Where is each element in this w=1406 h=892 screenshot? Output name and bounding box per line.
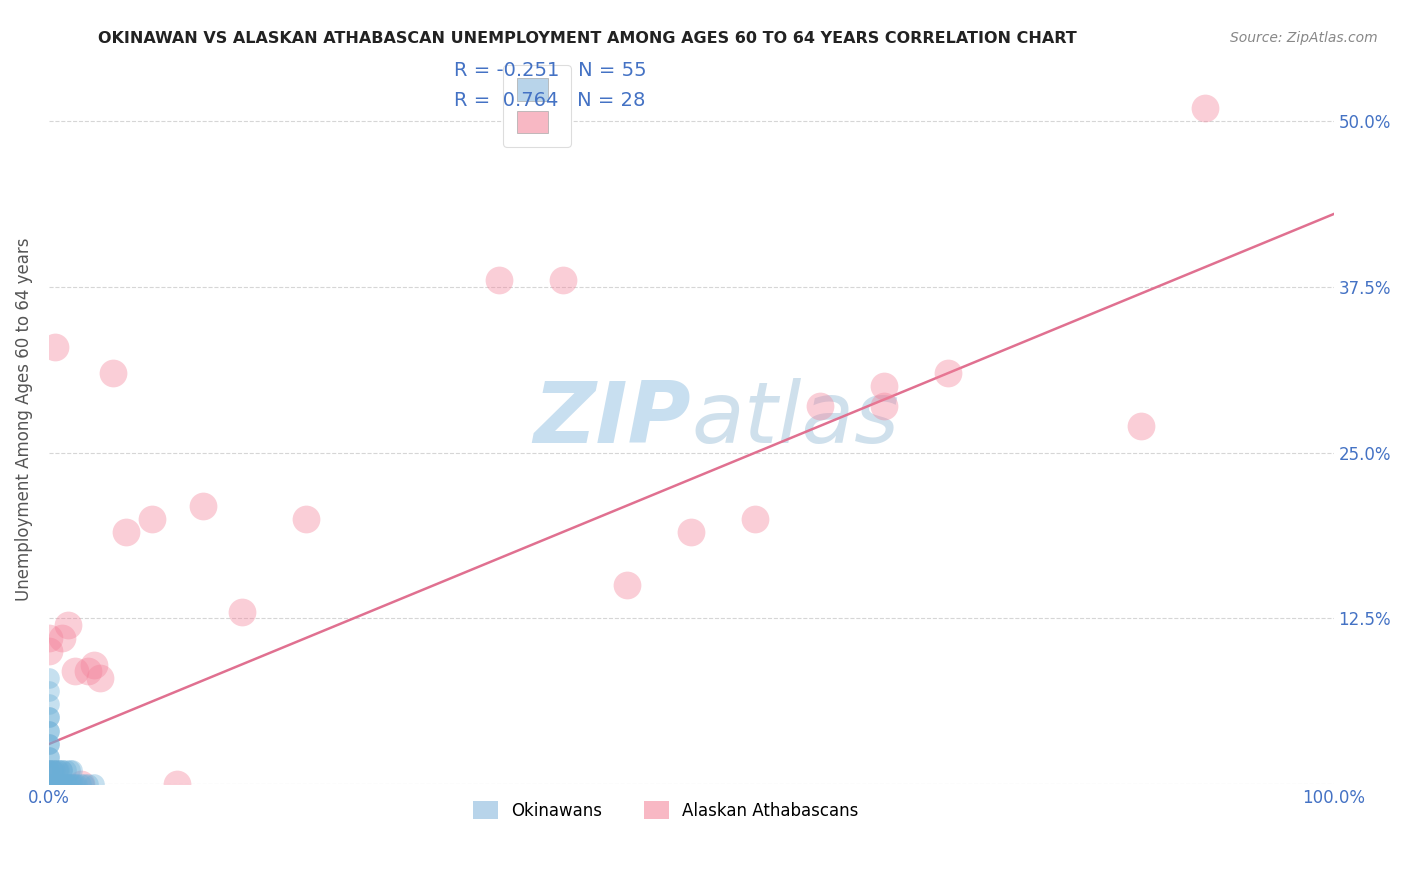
Point bbox=[551, 273, 574, 287]
Point bbox=[38, 631, 60, 645]
Point bbox=[38, 723, 60, 738]
Point bbox=[48, 777, 70, 791]
Point bbox=[76, 777, 98, 791]
Point bbox=[191, 499, 214, 513]
Point bbox=[48, 764, 70, 778]
Point bbox=[38, 777, 60, 791]
Point bbox=[51, 764, 73, 778]
Point bbox=[62, 777, 84, 791]
Legend: Okinawans, Alaskan Athabascans: Okinawans, Alaskan Athabascans bbox=[465, 795, 865, 826]
Point bbox=[38, 764, 60, 778]
Point bbox=[873, 399, 896, 413]
Point bbox=[38, 723, 60, 738]
Point bbox=[55, 764, 77, 778]
Text: Source: ZipAtlas.com: Source: ZipAtlas.com bbox=[1230, 31, 1378, 45]
Point bbox=[38, 764, 60, 778]
Point bbox=[42, 777, 65, 791]
Point bbox=[63, 777, 86, 791]
Point bbox=[166, 777, 188, 791]
Point bbox=[231, 605, 253, 619]
Point bbox=[38, 777, 60, 791]
Point bbox=[115, 524, 138, 539]
Point bbox=[38, 698, 60, 712]
Point bbox=[103, 366, 125, 380]
Point bbox=[488, 273, 510, 287]
Point bbox=[51, 631, 73, 645]
Point bbox=[44, 777, 66, 791]
Point bbox=[42, 777, 65, 791]
Point bbox=[83, 777, 105, 791]
Point bbox=[58, 777, 80, 791]
Point bbox=[295, 512, 318, 526]
Point bbox=[46, 764, 69, 778]
Point bbox=[63, 664, 86, 678]
Point bbox=[616, 578, 638, 592]
Point bbox=[38, 750, 60, 764]
Point bbox=[42, 777, 65, 791]
Point bbox=[38, 710, 60, 724]
Point bbox=[38, 777, 60, 791]
Point bbox=[38, 777, 60, 791]
Text: ZIP: ZIP bbox=[534, 378, 692, 461]
Point bbox=[53, 777, 76, 791]
Text: R =  0.764   N = 28: R = 0.764 N = 28 bbox=[454, 91, 645, 110]
Point bbox=[51, 764, 73, 778]
Point bbox=[58, 617, 80, 632]
Text: R = -0.251   N = 55: R = -0.251 N = 55 bbox=[454, 61, 647, 79]
Point bbox=[38, 777, 60, 791]
Point bbox=[38, 671, 60, 685]
Point bbox=[1129, 419, 1152, 434]
Point bbox=[38, 737, 60, 751]
Point bbox=[45, 777, 67, 791]
Point bbox=[49, 777, 72, 791]
Point bbox=[873, 379, 896, 393]
Point bbox=[38, 777, 60, 791]
Point bbox=[936, 366, 959, 380]
Point bbox=[38, 777, 60, 791]
Point bbox=[744, 512, 766, 526]
Point bbox=[38, 710, 60, 724]
Point bbox=[38, 777, 60, 791]
Point bbox=[38, 777, 60, 791]
Point bbox=[38, 737, 60, 751]
Text: atlas: atlas bbox=[692, 378, 900, 461]
Point bbox=[38, 684, 60, 698]
Point bbox=[44, 764, 66, 778]
Point bbox=[141, 512, 163, 526]
Point bbox=[83, 657, 105, 672]
Text: OKINAWAN VS ALASKAN ATHABASCAN UNEMPLOYMENT AMONG AGES 60 TO 64 YEARS CORRELATIO: OKINAWAN VS ALASKAN ATHABASCAN UNEMPLOYM… bbox=[98, 31, 1077, 46]
Point bbox=[1194, 101, 1216, 115]
Point bbox=[38, 777, 60, 791]
Point bbox=[42, 764, 65, 778]
Point bbox=[70, 777, 93, 791]
Point bbox=[66, 777, 89, 791]
Point bbox=[38, 750, 60, 764]
Point bbox=[56, 777, 79, 791]
Point bbox=[59, 777, 82, 791]
Point bbox=[60, 764, 83, 778]
Point bbox=[58, 764, 80, 778]
Point bbox=[70, 777, 93, 791]
Point bbox=[38, 644, 60, 658]
Point bbox=[72, 777, 94, 791]
Point bbox=[89, 671, 111, 685]
Point bbox=[38, 777, 60, 791]
Point bbox=[808, 399, 831, 413]
Point bbox=[38, 764, 60, 778]
Point bbox=[42, 764, 65, 778]
Y-axis label: Unemployment Among Ages 60 to 64 years: Unemployment Among Ages 60 to 64 years bbox=[15, 237, 32, 601]
Point bbox=[38, 777, 60, 791]
Point bbox=[51, 777, 73, 791]
Point bbox=[681, 524, 703, 539]
Point bbox=[44, 340, 66, 354]
Point bbox=[76, 664, 98, 678]
